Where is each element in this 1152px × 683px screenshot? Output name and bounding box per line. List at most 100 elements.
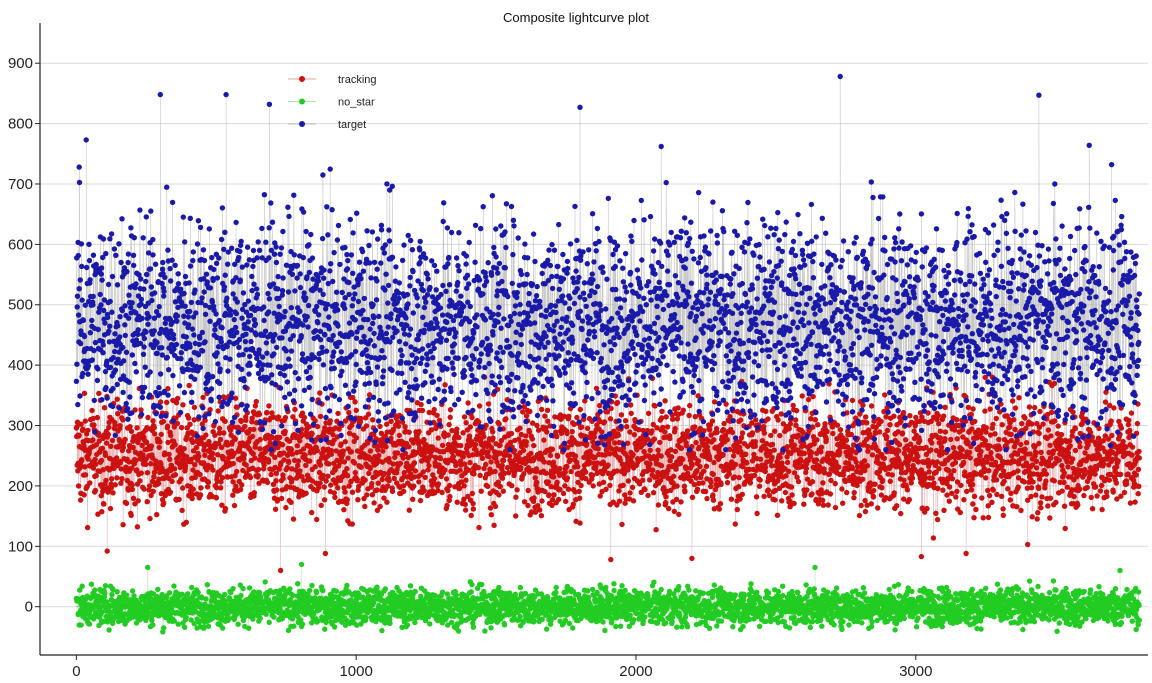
data-point [250, 451, 256, 457]
data-point [534, 422, 540, 429]
data-point [649, 428, 655, 434]
data-point [525, 502, 531, 509]
data-point [309, 509, 315, 516]
data-point [752, 439, 759, 445]
data-point [985, 514, 992, 521]
data-point [301, 414, 308, 421]
data-point [251, 589, 257, 595]
data-point [784, 459, 791, 466]
data-point [201, 447, 207, 453]
data-point [476, 419, 482, 425]
data-point [135, 498, 141, 504]
data-point [946, 484, 953, 490]
data-point [384, 421, 390, 427]
data-point [290, 516, 297, 522]
data-point [309, 430, 315, 437]
data-point [1007, 497, 1013, 503]
data-point [517, 425, 523, 431]
data-point [889, 472, 895, 478]
data-point [940, 487, 946, 493]
data-point [429, 444, 436, 450]
data-point [219, 475, 226, 481]
data-point [720, 451, 726, 458]
data-point [982, 408, 988, 414]
data-point [402, 424, 408, 430]
data-point [243, 462, 249, 468]
data-point [333, 588, 339, 594]
data-point [949, 476, 956, 482]
data-point [521, 404, 527, 410]
data-point [106, 627, 112, 633]
data-point [433, 455, 439, 461]
data-point [468, 512, 474, 519]
data-point [313, 589, 320, 596]
data-point [314, 516, 320, 523]
data-point [564, 430, 570, 437]
data-point [645, 492, 651, 499]
data-point [337, 459, 343, 465]
data-point [390, 461, 396, 467]
data-point [823, 436, 829, 442]
data-point [183, 454, 190, 460]
data-point [295, 462, 301, 469]
data-point [485, 449, 491, 455]
data-point [499, 462, 505, 469]
data-point [1053, 499, 1059, 506]
data-point [881, 455, 888, 461]
data-point [518, 464, 524, 471]
data-point [1061, 479, 1067, 486]
data-point [1100, 438, 1106, 444]
data-point [268, 471, 274, 478]
data-point [136, 435, 143, 442]
data-point [769, 441, 776, 448]
data-point [590, 483, 596, 489]
data-point [78, 622, 84, 628]
data-point [102, 590, 108, 597]
data-point [411, 460, 418, 466]
data-point [418, 401, 424, 408]
data-point [1008, 490, 1014, 496]
data-point [576, 488, 582, 495]
data-point [851, 495, 857, 501]
data-point [197, 492, 204, 498]
data-point [509, 483, 515, 489]
data-point [1033, 465, 1040, 471]
data-point [658, 463, 665, 469]
data-point [708, 483, 714, 490]
data-point [123, 500, 130, 506]
data-point [680, 456, 686, 463]
data-point [109, 591, 115, 598]
data-point [884, 434, 890, 440]
data-point [587, 460, 594, 466]
data-point [461, 496, 467, 502]
data-point [942, 429, 949, 435]
data-point [607, 416, 614, 422]
data-point [190, 486, 196, 492]
data-point [371, 431, 377, 438]
data-point [298, 561, 305, 568]
data-point [94, 414, 101, 421]
data-point [964, 488, 970, 495]
data-point [138, 470, 144, 476]
data-point [419, 447, 425, 453]
data-point [342, 439, 348, 445]
data-point [157, 399, 164, 405]
data-point [88, 581, 95, 587]
data-point [232, 473, 238, 479]
data-point [425, 467, 431, 473]
data-point [456, 434, 462, 441]
data-point [500, 457, 507, 464]
data-point [486, 454, 492, 460]
data-point [148, 492, 154, 499]
data-point [281, 450, 287, 456]
data-point [189, 491, 196, 498]
data-point [314, 423, 321, 430]
data-point [488, 512, 494, 518]
data-point [104, 548, 110, 554]
data-point [439, 489, 445, 496]
data-point [243, 417, 249, 423]
data-point [959, 446, 965, 453]
data-point [891, 413, 897, 419]
data-point [365, 411, 372, 417]
data-point [351, 460, 358, 466]
